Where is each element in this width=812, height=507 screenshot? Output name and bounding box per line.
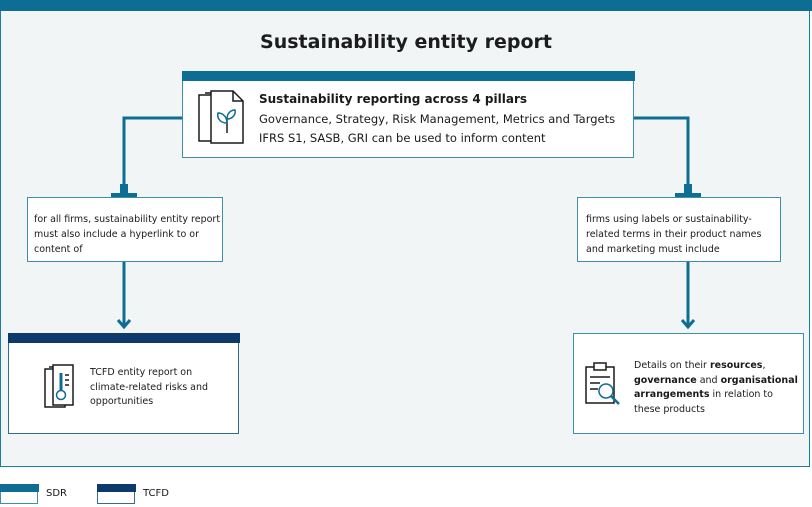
details-separator: , bbox=[762, 360, 766, 371]
tcfd-entity-report-text: TCFD entity report on climate-related ri… bbox=[90, 367, 209, 407]
connector-left bbox=[122, 116, 182, 186]
diagram-title: Sustainability entity report bbox=[260, 31, 552, 53]
legend-tcfd-label: TCFD bbox=[143, 488, 169, 499]
product-details-text: Details on their resources, governance a… bbox=[634, 359, 800, 417]
arrow-right-head bbox=[680, 319, 696, 330]
pillars-heading: Sustainability reporting across 4 pillar… bbox=[259, 92, 528, 106]
legend-sdr-label: SDR bbox=[46, 488, 67, 499]
checklist-magnifier-icon bbox=[584, 361, 622, 411]
pillars-list: Governance, Strategy, Risk Management, M… bbox=[259, 112, 616, 126]
details-resources: resources bbox=[709, 360, 763, 371]
details-governance: governance bbox=[634, 374, 697, 386]
details-conjunction: and bbox=[696, 374, 721, 386]
left-requirement-box: for all firms, sustainability entity rep… bbox=[27, 197, 223, 262]
right-requirement-text: firms using labels or sustainability-rel… bbox=[586, 214, 762, 255]
product-details-box: Details on their resources, governance a… bbox=[573, 333, 804, 434]
frame-top-bar bbox=[0, 0, 812, 11]
right-requirement-box: firms using labels or sustainability-rel… bbox=[577, 197, 781, 262]
pillars-box: Sustainability reporting across 4 pillar… bbox=[181, 70, 635, 158]
document-thermometer-icon bbox=[43, 363, 77, 413]
tcfd-entity-report-box: TCFD entity report on climate-related ri… bbox=[7, 332, 240, 434]
details-organisational-arrangements: organisational arrangements bbox=[634, 374, 798, 401]
arrow-left-head bbox=[116, 319, 132, 330]
left-requirement-text: for all firms, sustainability entity rep… bbox=[34, 214, 221, 255]
document-plant-icon bbox=[197, 89, 247, 149]
pillars-standards: IFRS S1, SASB, GRI can be used to inform… bbox=[259, 131, 546, 145]
legend-sdr-swatch bbox=[0, 483, 39, 504]
details-text-tail: in relation to these products bbox=[634, 389, 773, 415]
details-text-lead: Details on their bbox=[634, 360, 710, 371]
connector-right bbox=[634, 116, 690, 186]
legend-tcfd-swatch bbox=[96, 483, 136, 504]
